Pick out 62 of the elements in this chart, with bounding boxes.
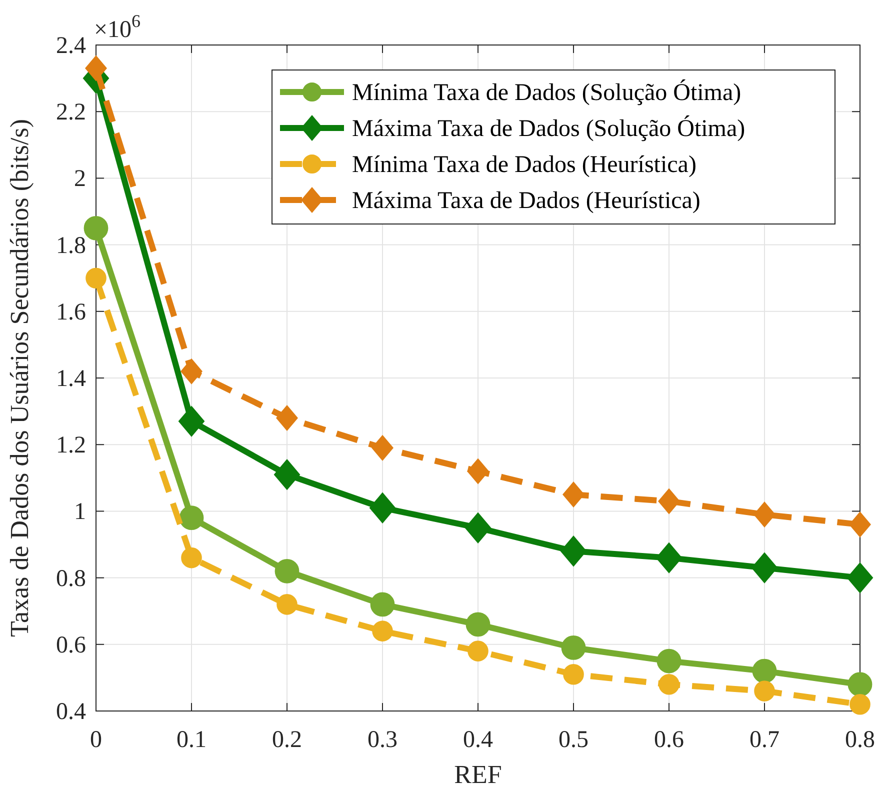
y-tick-label: 2 xyxy=(74,166,86,192)
y-tick-label: 1 xyxy=(74,499,86,526)
y-tick-label: 2.4 xyxy=(56,33,86,59)
point xyxy=(372,434,394,461)
point xyxy=(560,536,587,567)
y-tick-label: 0.6 xyxy=(56,632,86,658)
x-tick-label: 0.2 xyxy=(272,727,302,753)
y-tick-label: 1.2 xyxy=(56,432,86,459)
point xyxy=(180,358,202,384)
y-tick-label: 1.8 xyxy=(56,232,86,259)
legend-label: Mínima Taxa de Dados (Heurística) xyxy=(352,152,696,178)
point xyxy=(181,547,202,568)
point xyxy=(178,406,205,437)
x-axis-title: REF xyxy=(454,760,502,789)
point xyxy=(561,636,586,660)
y-tick-label: 1.4 xyxy=(56,366,86,392)
point xyxy=(369,492,396,524)
x-tick-label: 0.6 xyxy=(654,727,684,753)
point xyxy=(563,664,584,685)
point xyxy=(849,512,871,538)
point xyxy=(752,658,777,684)
point xyxy=(372,620,393,642)
text: ×10$^{6}$ xyxy=(94,11,141,43)
point xyxy=(562,482,584,508)
y-axis-title: Taxas de Dados dos Usuários Secundários (bits/s) xyxy=(5,118,34,638)
point xyxy=(370,592,395,617)
point xyxy=(276,404,298,431)
point xyxy=(656,648,682,674)
y-tick-label: 0.8 xyxy=(56,566,86,592)
point xyxy=(85,55,107,82)
point xyxy=(751,552,778,584)
x-tick-label: 0 xyxy=(90,727,102,753)
y-tick-label: 0.4 xyxy=(56,699,86,725)
point xyxy=(84,216,108,240)
point xyxy=(179,506,204,530)
point xyxy=(658,674,680,695)
legend-label: Máxima Taxa de Dados (Heurística) xyxy=(352,188,700,214)
point xyxy=(754,502,776,528)
point xyxy=(276,594,298,615)
point xyxy=(86,268,106,288)
point xyxy=(274,458,300,490)
point xyxy=(658,488,680,514)
y-tick-label: 2.2 xyxy=(56,100,86,126)
point xyxy=(846,562,874,594)
point xyxy=(274,558,300,584)
x-tick-label: 0.1 xyxy=(176,727,206,753)
legend-label: Mínima Taxa de Dados (Solução Ótima) xyxy=(352,79,742,106)
x-tick-label: 0.5 xyxy=(558,727,588,753)
point xyxy=(848,672,872,697)
y-tick-label: 1.6 xyxy=(56,299,86,326)
point xyxy=(466,612,490,637)
point xyxy=(656,542,682,574)
point xyxy=(850,694,870,715)
x-tick-label: 0.4 xyxy=(463,727,493,753)
point xyxy=(754,680,775,702)
x-tick-label: 0.8 xyxy=(845,727,875,753)
legend-label: Máxima Taxa de Dados (Solução Ótima) xyxy=(352,115,746,142)
point xyxy=(464,512,492,544)
x-tick-label: 0.7 xyxy=(750,727,780,753)
point xyxy=(467,458,489,484)
point xyxy=(468,640,488,662)
x-tick-label: 0.3 xyxy=(368,727,398,753)
